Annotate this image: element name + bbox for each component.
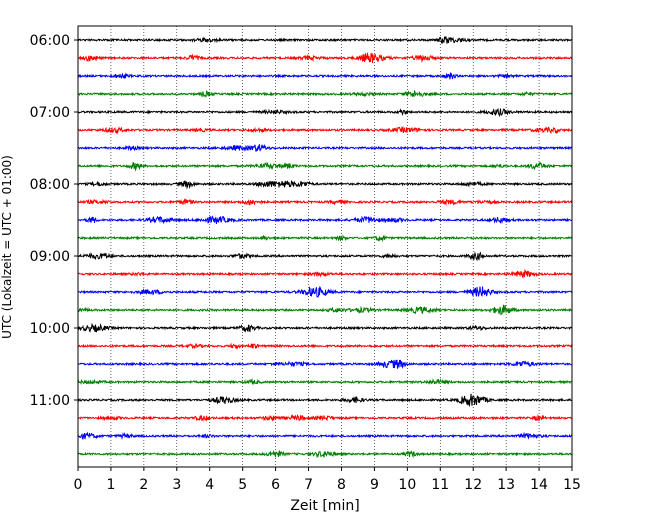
trace-1015 — [77, 342, 573, 350]
trace-0915 — [77, 268, 573, 279]
plot-background — [78, 26, 572, 467]
trace-0700 — [77, 107, 573, 118]
trace-0900 — [77, 251, 573, 262]
trace-0845 — [77, 234, 573, 242]
trace-1145 — [77, 449, 573, 459]
trace-0830 — [77, 215, 573, 225]
x-tick-label: 12 — [464, 477, 482, 493]
trace-0630 — [77, 72, 573, 80]
plot-frame — [77, 25, 573, 468]
x-tick-label: 6 — [271, 477, 280, 493]
x-tick-label: 8 — [337, 477, 346, 493]
trace-0645 — [77, 89, 573, 98]
y-tick-label: 06:00 — [30, 33, 70, 49]
y-axis-label: UTC (Lokalzeit = UTC + 01:00) — [0, 155, 14, 339]
trace-0745 — [77, 161, 573, 172]
trace-1030 — [77, 359, 573, 369]
trace-1000 — [77, 322, 573, 333]
x-tick-label: 15 — [563, 477, 581, 493]
y-axis: 06:00 07:00 08:00 09:00 10:00 11:00 — [30, 33, 78, 409]
trace-0600 — [77, 36, 573, 45]
trace-0945 — [77, 304, 573, 316]
y-tick-label: 11:00 — [30, 393, 70, 409]
x-tick-label: 13 — [497, 477, 515, 493]
x-tick-label: 0 — [74, 477, 83, 493]
x-axis-label: Zeit [min] — [290, 498, 359, 514]
trace-0715 — [77, 126, 573, 135]
y-tick-label: 07:00 — [30, 105, 70, 121]
trace-1130 — [77, 431, 573, 440]
x-tick-label: 11 — [431, 477, 449, 493]
trace-1045 — [77, 378, 573, 386]
traces — [77, 36, 573, 459]
trace-1115 — [77, 413, 573, 422]
x-tick-label: 5 — [238, 477, 247, 493]
y-tick-label: 08:00 — [30, 177, 70, 193]
x-tick-label: 14 — [530, 477, 548, 493]
x-tick-label: 2 — [139, 477, 148, 493]
x-tick-label: 1 — [106, 477, 115, 493]
trace-0815 — [77, 198, 573, 207]
x-tick-label: 3 — [172, 477, 181, 493]
x-tick-label: 4 — [205, 477, 214, 493]
trace-0800 — [77, 179, 573, 190]
trace-1100 — [77, 393, 573, 407]
trace-0930 — [77, 285, 573, 298]
trace-0615 — [77, 52, 573, 64]
x-tick-label: 10 — [398, 477, 416, 493]
trace-0730 — [77, 143, 573, 152]
x-tick-label: 9 — [370, 477, 379, 493]
x-tick-label: 7 — [304, 477, 313, 493]
y-tick-label: 09:00 — [30, 249, 70, 265]
y-tick-label: 10:00 — [30, 321, 70, 337]
x-axis: 0 1 2 3 4 5 6 7 8 9 10 11 12 13 14 15 — [74, 467, 581, 493]
